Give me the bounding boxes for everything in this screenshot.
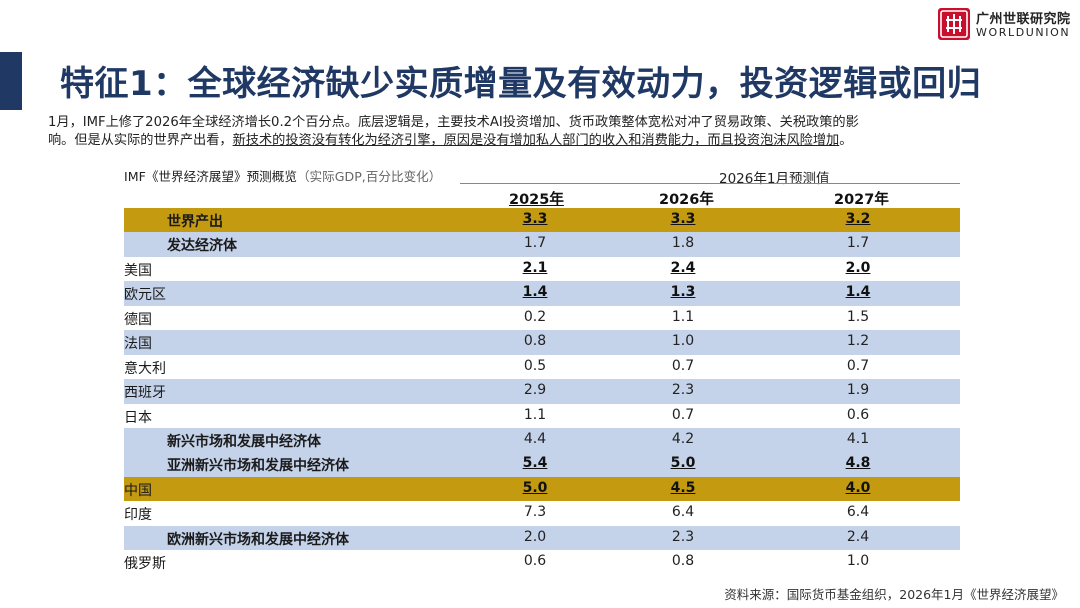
table-row: 世界产出 3.3 3.3 3.2 <box>124 208 960 233</box>
table-row: 美国 2.1 2.4 2.0 <box>124 256 960 282</box>
row-value-2027: 1.9 <box>846 382 870 399</box>
row-label: 美国 <box>124 262 152 279</box>
year-header-2027: 2027年 <box>834 192 889 208</box>
row-value-2025: 5.0 <box>522 479 548 496</box>
row-label: 欧洲新兴市场和发展中经济体 <box>167 531 349 548</box>
row-label: 俄罗斯 <box>124 556 166 573</box>
row-value-2027: 4.0 <box>845 479 871 496</box>
description-line2-underlined: 新技术的投资没有转化为经济引擎，原因是没有增加私人部门的收入和消费能力，而且投资… <box>232 133 840 148</box>
row-value-2027: 2.0 <box>845 259 871 276</box>
row-label: 中国 <box>124 482 152 499</box>
row-value-2025: 2.9 <box>523 382 547 399</box>
year-header-2025: 2025年 <box>509 192 564 208</box>
table-row: 新兴市场和发展中经济体 4.4 4.2 4.1 <box>124 427 960 453</box>
row-label: 亚洲新兴市场和发展中经济体 <box>167 458 349 475</box>
row-value-2025: 4.4 <box>523 430 547 447</box>
table-caption-title: IMF《世界经济展望》预测概览 <box>124 169 297 184</box>
row-label: 欧元区 <box>124 287 166 304</box>
table-row: 西班牙 2.9 2.3 1.9 <box>124 379 960 404</box>
row-label: 法国 <box>124 336 152 353</box>
worldunion-logo-icon <box>938 8 970 40</box>
row-value-2025: 2.0 <box>523 528 547 545</box>
row-value-2025: 1.1 <box>523 406 547 423</box>
table-row: 日本 1.1 0.7 0.6 <box>124 403 960 428</box>
row-value-2026: 4.5 <box>670 479 696 496</box>
row-label: 新兴市场和发展中经济体 <box>167 433 321 450</box>
row-label: 德国 <box>124 311 152 328</box>
logo: 广州世联研究院 WORLDUNION <box>938 6 1072 42</box>
table-row: 欧元区 1.4 1.3 1.4 <box>124 281 960 306</box>
row-value-2027: 6.4 <box>846 504 870 521</box>
row-value-2025: 7.3 <box>523 504 547 521</box>
row-value-2026: 2.3 <box>671 528 695 545</box>
table-row: 中国 5.0 4.5 4.0 <box>124 476 960 502</box>
logo-name-en: WORLDUNION <box>976 26 1071 39</box>
row-value-2027: 3.2 <box>845 211 871 227</box>
row-value-2026: 2.3 <box>671 382 695 399</box>
row-value-2026: 6.4 <box>671 504 695 521</box>
row-value-2027: 2.4 <box>846 528 870 545</box>
row-value-2025: 2.1 <box>522 259 548 276</box>
source-note: 资料来源：国际货币基金组织，2026年1月《世界经济展望》 <box>724 587 1064 602</box>
table-row: 发达经济体 1.7 1.8 1.7 <box>124 232 960 257</box>
row-value-2025: 1.4 <box>522 284 548 301</box>
row-value-2026: 0.8 <box>671 553 695 570</box>
row-value-2027: 1.0 <box>846 553 870 570</box>
row-value-2025: 0.5 <box>523 357 547 374</box>
table-group-header: 2026年1月预测值 <box>719 171 830 187</box>
year-header-2026: 2026年 <box>659 192 714 208</box>
table-caption-sub: （实际GDP,百分比变化） <box>296 169 442 184</box>
row-value-2025: 0.6 <box>523 553 547 570</box>
table-caption: IMF《世界经济展望》预测概览（实际GDP,百分比变化） <box>124 166 441 185</box>
row-value-2025: 1.7 <box>523 235 547 252</box>
table-row: 法国 0.8 1.0 1.2 <box>124 330 960 355</box>
row-value-2027: 0.6 <box>846 406 870 423</box>
table-row: 德国 0.2 1.1 1.5 <box>124 305 960 331</box>
table-row: 意大利 0.5 0.7 0.7 <box>124 354 960 380</box>
table-row: 印度 7.3 6.4 6.4 <box>124 501 960 526</box>
row-value-2027: 4.8 <box>845 455 871 472</box>
row-value-2026: 0.7 <box>671 357 695 374</box>
row-value-2025: 5.4 <box>522 455 548 472</box>
row-value-2027: 1.2 <box>846 333 870 350</box>
row-value-2026: 3.3 <box>670 211 696 227</box>
description-line1: 1月，IMF上修了2026年全球经济增长0.2个百分点。底层逻辑是，主要技术AI… <box>48 115 859 130</box>
row-value-2026: 5.0 <box>670 455 696 472</box>
row-label: 意大利 <box>124 360 166 377</box>
description-line2: 响。但是从实际的世界产出看， <box>48 133 233 148</box>
row-value-2025: 0.2 <box>523 308 547 325</box>
table-row: 欧洲新兴市场和发展中经济体 2.0 2.3 2.4 <box>124 525 960 551</box>
row-label: 日本 <box>124 409 152 426</box>
description: 1月，IMF上修了2026年全球经济增长0.2个百分点。底层逻辑是，主要技术AI… <box>48 115 859 148</box>
row-value-2026: 2.4 <box>670 259 696 276</box>
row-value-2026: 1.1 <box>671 308 695 325</box>
row-value-2025: 0.8 <box>523 333 547 350</box>
table-group-divider <box>460 183 960 184</box>
row-value-2027: 1.7 <box>846 235 870 252</box>
row-value-2026: 1.8 <box>671 235 695 252</box>
page-title: 特征1：全球经济缺少实质增量及有效动力，投资逻辑或回归 <box>60 64 982 104</box>
row-value-2027: 1.5 <box>846 308 870 325</box>
row-value-2025: 3.3 <box>522 211 548 227</box>
row-label: 发达经济体 <box>167 238 237 255</box>
row-value-2027: 0.7 <box>846 357 870 374</box>
table-row: 俄罗斯 0.6 0.8 1.0 <box>124 550 960 575</box>
title-accent-bar <box>0 52 22 110</box>
row-value-2026: 0.7 <box>671 406 695 423</box>
row-value-2026: 4.2 <box>671 430 695 447</box>
forecast-table: 世界产出 3.3 3.3 3.2 发达经济体 1.7 1.8 1.7 美国 2.1 2.4 2.0 欧元… <box>124 208 960 575</box>
table-row: 亚洲新兴市场和发展中经济体 5.4 5.0 4.8 <box>124 452 960 477</box>
logo-name-cn: 广州世联研究院 <box>976 12 1071 27</box>
row-label: 西班牙 <box>124 385 166 402</box>
row-label: 世界产出 <box>167 214 223 230</box>
row-label: 印度 <box>124 507 152 524</box>
row-value-2027: 4.1 <box>846 430 870 447</box>
row-value-2026: 1.3 <box>670 284 696 301</box>
row-value-2027: 1.4 <box>845 284 871 301</box>
row-value-2026: 1.0 <box>671 333 695 350</box>
